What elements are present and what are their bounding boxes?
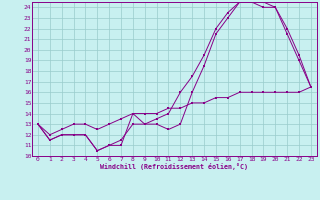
X-axis label: Windchill (Refroidissement éolien,°C): Windchill (Refroidissement éolien,°C) <box>100 163 248 170</box>
